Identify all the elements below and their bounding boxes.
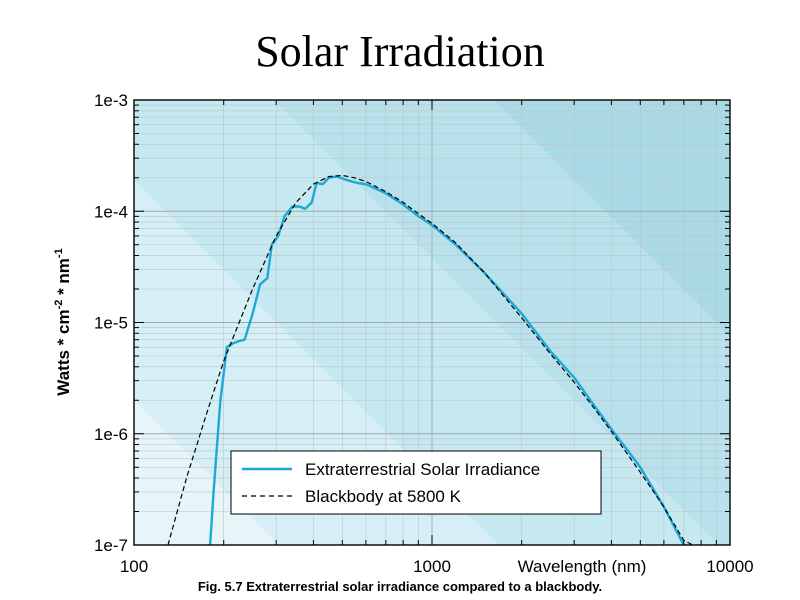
slide-title: Solar Irradiation	[255, 27, 545, 76]
y-tick-label: 1e-7	[94, 536, 128, 555]
y-axis-label: Watts * cm-2 * nm-1	[53, 248, 73, 395]
x-tick-label: 10000	[706, 557, 753, 576]
y-axis-label-exponent: -1	[53, 248, 65, 258]
y-axis-label-part: Watts * cm	[54, 309, 73, 395]
legend-label-blackbody: Blackbody at 5800 K	[305, 487, 462, 506]
y-tick-label: 1e-6	[94, 425, 128, 444]
y-axis-label-part: * nm	[54, 258, 73, 300]
y-axis-label-exponent: -2	[53, 300, 65, 310]
figure-caption: Fig. 5.7 Extraterrestrial solar irradian…	[197, 579, 603, 594]
x-tick-label: 1000	[413, 557, 451, 576]
x-axis-label: Wavelength (nm)	[518, 557, 647, 576]
grid	[134, 100, 730, 545]
y-tick-label: 1e-4	[94, 202, 128, 221]
x-tick-label: 100	[120, 557, 148, 576]
ticks: 100 1000 10000 1e-3 1e-4 1e-5 1e-6 1e-7	[94, 91, 754, 576]
series-layer	[167, 174, 694, 545]
series-solar-irradiance-line	[208, 175, 685, 545]
y-tick-label: 1e-3	[94, 91, 128, 110]
legend: Extraterrestrial Solar Irradiance Blackb…	[230, 450, 602, 515]
legend-box	[230, 450, 602, 515]
y-tick-label: 1e-5	[94, 314, 128, 333]
series-blackbody-line	[167, 174, 694, 545]
legend-label-irradiance: Extraterrestrial Solar Irradiance	[305, 460, 540, 479]
background-band	[494, 100, 730, 336]
